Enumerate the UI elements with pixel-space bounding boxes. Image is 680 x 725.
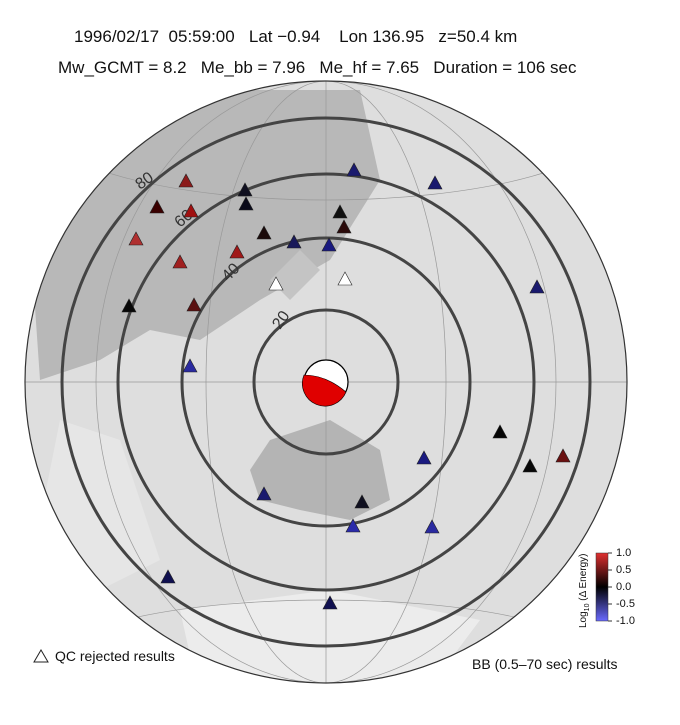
distance-rings — [60, 116, 592, 648]
header-line2: Mw_GCMT = 8.2 Me_bb = 7.96 Me_hf = 7.65 … — [58, 58, 577, 77]
station — [183, 203, 199, 218]
station — [354, 494, 370, 509]
qc-legend-symbol — [33, 649, 49, 663]
header-line1: 1996/02/17 05:59:00 Lat −0.94 Lon 136.95… — [74, 27, 517, 46]
colorbar-tick-label: 0.0 — [616, 581, 631, 593]
station — [160, 569, 176, 584]
colorbar-tick-label: 1.0 — [616, 547, 631, 559]
colorbar-label-rest: (Δ Energy) — [578, 553, 589, 603]
station — [121, 298, 137, 313]
colorbar-label-main: Log — [578, 611, 589, 628]
station — [321, 237, 337, 252]
station — [424, 519, 440, 534]
station — [237, 182, 253, 197]
beachball — [302, 359, 349, 407]
station — [346, 162, 362, 177]
station — [128, 231, 144, 246]
station — [268, 276, 284, 291]
station — [427, 175, 443, 190]
colorbar-label-sub: 10 — [584, 603, 591, 611]
station — [286, 234, 302, 249]
station — [492, 424, 508, 439]
colorbar-tick-label: 0.5 — [616, 564, 631, 576]
station — [256, 225, 272, 240]
station — [149, 199, 165, 214]
station — [186, 297, 202, 312]
globe-outline — [24, 80, 628, 684]
station — [555, 448, 571, 463]
station — [322, 595, 338, 610]
station — [332, 204, 348, 219]
colorbar-tick-label: -0.5 — [616, 598, 635, 610]
colorbar-tick-label: -1.0 — [616, 615, 635, 627]
station — [529, 279, 545, 294]
station — [522, 458, 538, 473]
station — [178, 173, 194, 188]
station — [337, 271, 353, 286]
stations — [121, 162, 571, 610]
bb-legend-label: BB (0.5–70 sec) results — [472, 656, 618, 672]
colorbar-label: Log10 (Δ Energy) — [578, 553, 591, 628]
station — [182, 358, 198, 373]
colorbar — [595, 552, 609, 622]
qc-legend-label: QC rejected results — [55, 648, 175, 664]
station — [336, 219, 352, 234]
station — [256, 486, 272, 501]
station — [416, 450, 432, 465]
station — [345, 518, 361, 533]
station — [172, 254, 188, 269]
station — [238, 196, 254, 211]
station — [229, 244, 245, 259]
